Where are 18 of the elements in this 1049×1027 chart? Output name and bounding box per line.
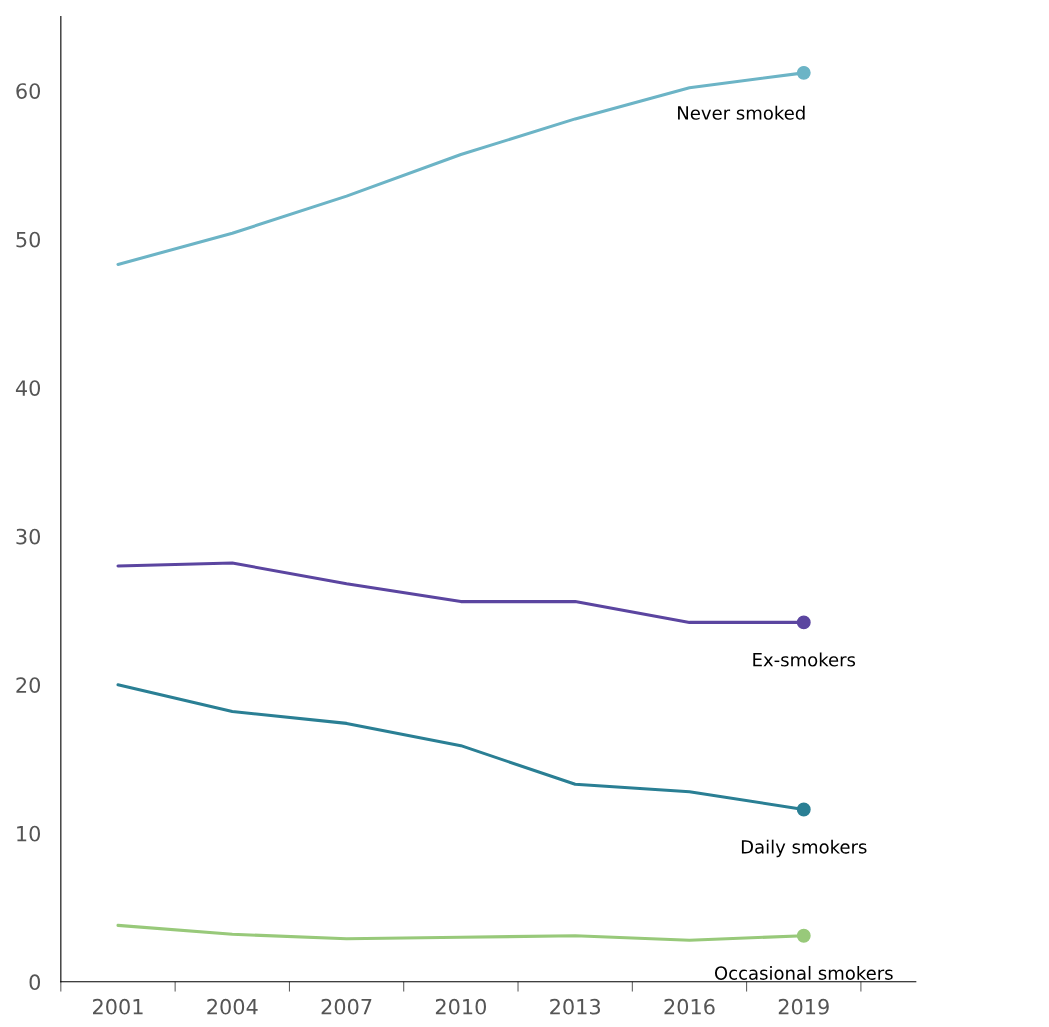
y-tick-label: 10 xyxy=(17,825,41,842)
x-tick-label: 2007 xyxy=(321,998,372,1015)
y-tick-label: 60 xyxy=(16,83,41,99)
y-tick-label: 0 xyxy=(29,974,41,991)
series-label: Occasional smokers xyxy=(714,965,893,980)
y-tick-label: 50 xyxy=(16,231,41,248)
y-tick-label: 40 xyxy=(15,380,41,396)
y-tick-label: 30 xyxy=(16,528,41,545)
series-label: Ex-smokers xyxy=(753,652,856,667)
x-tick-label: 2013 xyxy=(550,998,601,1015)
x-tick-label: 2004 xyxy=(207,998,258,1015)
series-label: Never smoked xyxy=(678,105,805,120)
x-tick-label: 2016 xyxy=(664,998,715,1015)
x-tick-label: 2019 xyxy=(778,998,829,1015)
series-label: Daily smokers xyxy=(741,839,867,858)
x-tick-label: 2010 xyxy=(435,998,486,1015)
y-tick-label: 20 xyxy=(16,677,41,693)
x-tick-label: 2001 xyxy=(93,998,143,1015)
